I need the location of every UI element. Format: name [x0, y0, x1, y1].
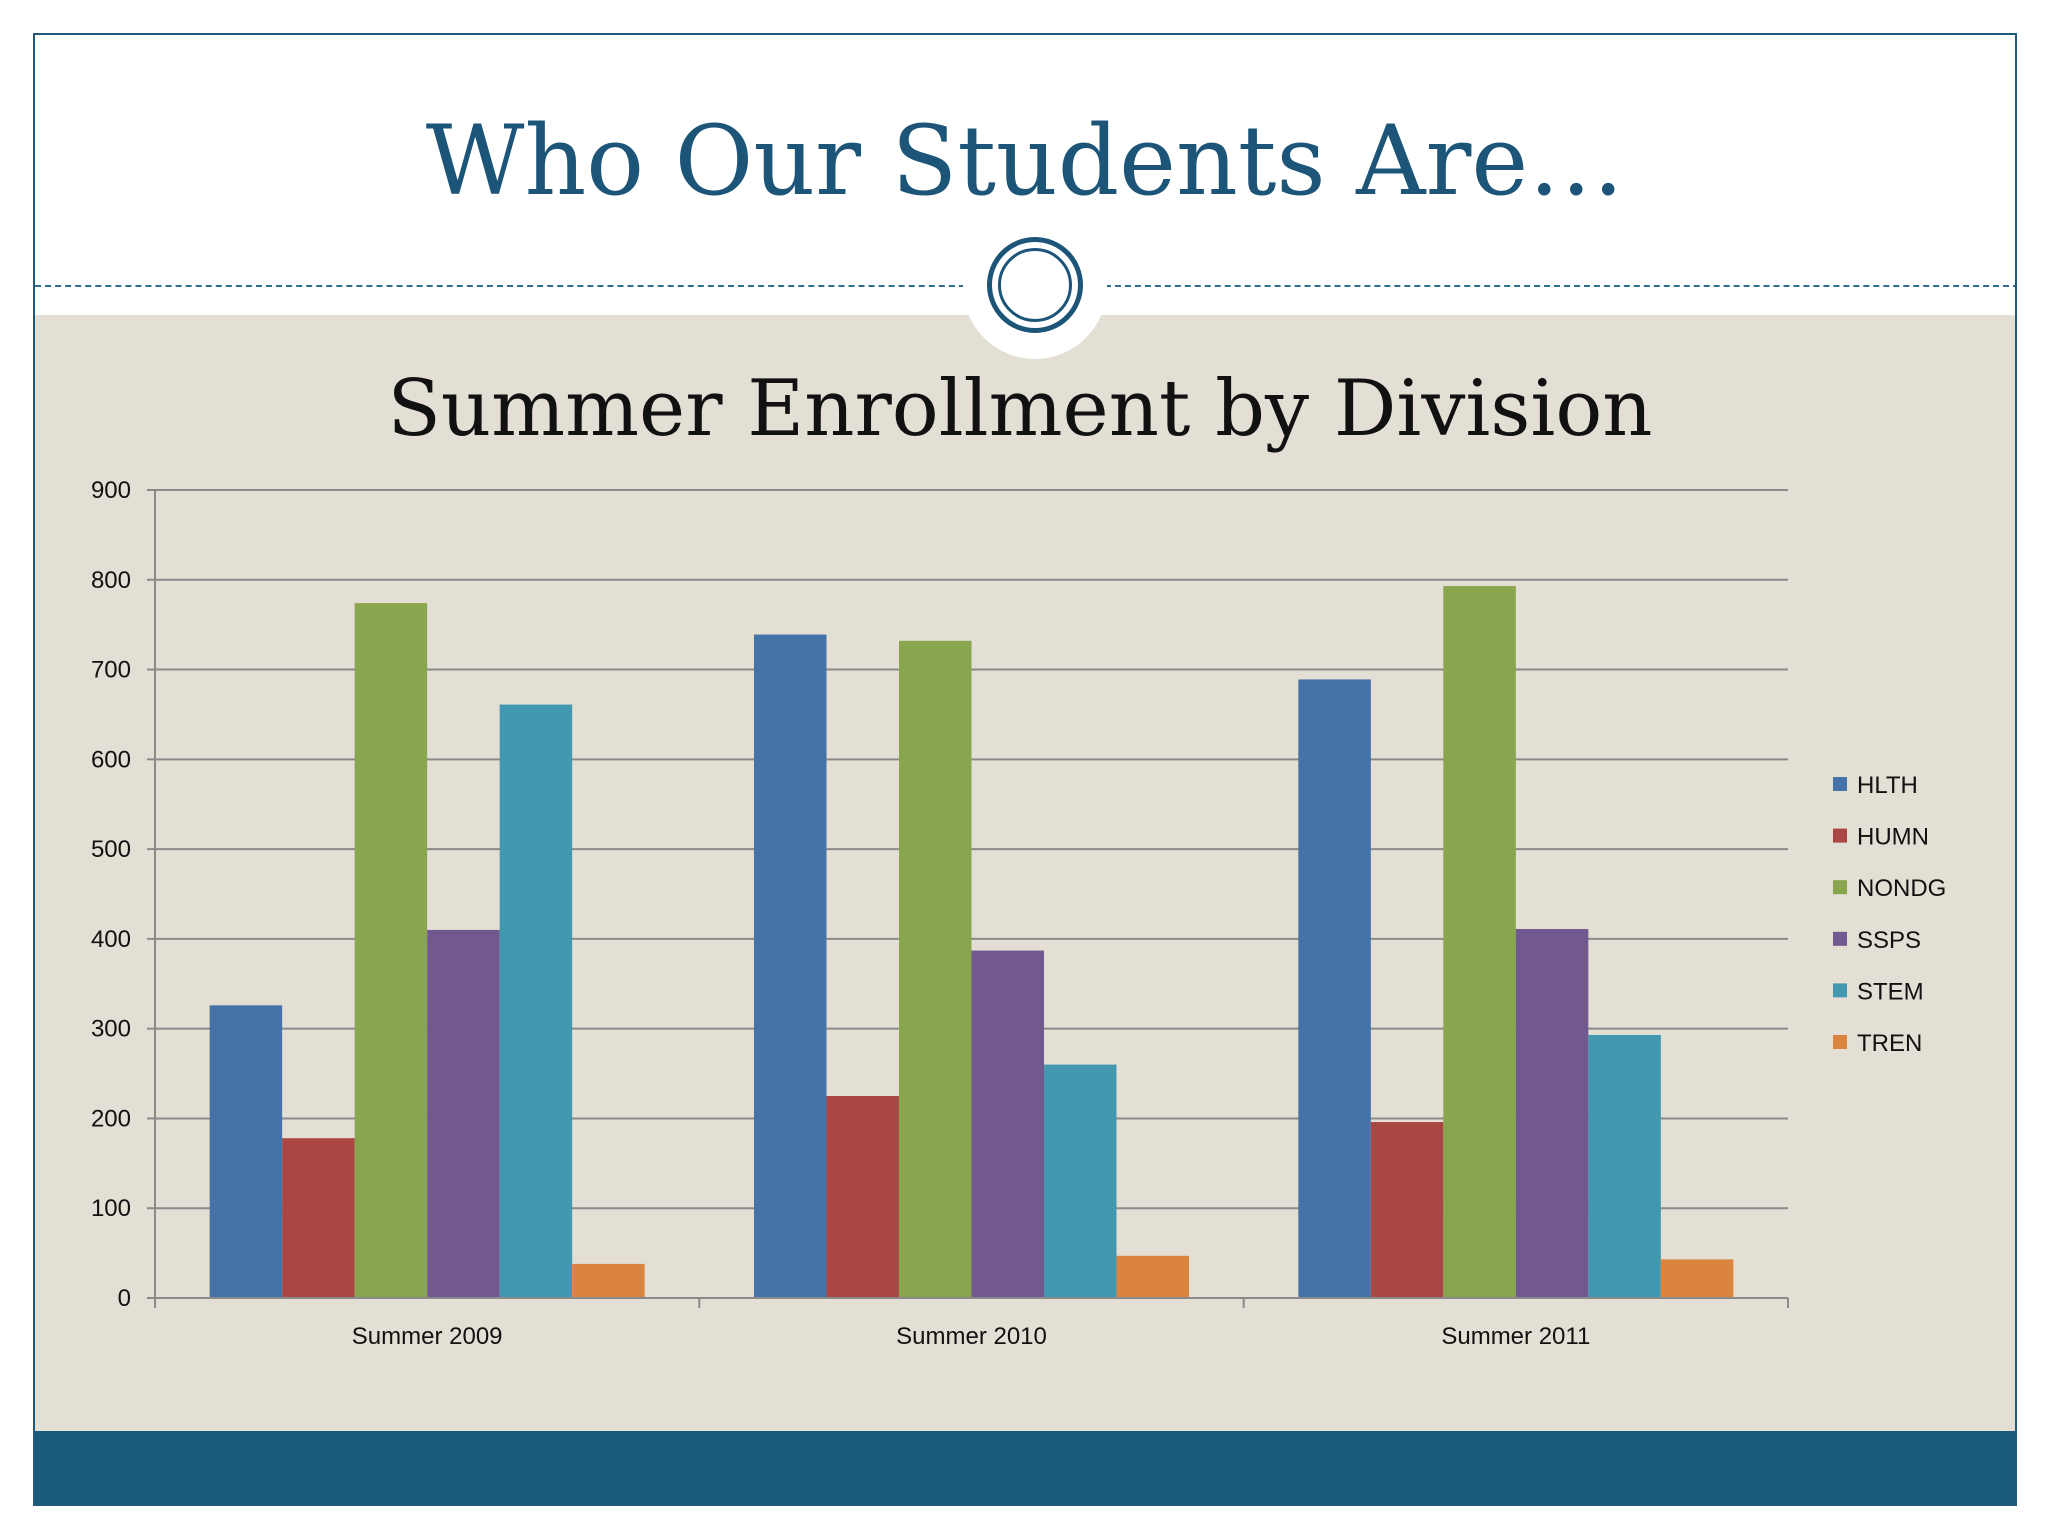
legend-swatch-stem — [1833, 983, 1847, 998]
bar-hlth-1 — [209, 1005, 283, 1298]
legend-swatch-nondg — [1833, 880, 1847, 895]
legend-swatch-ssps — [1833, 931, 1847, 946]
bar-tren-2 — [1116, 1255, 1189, 1298]
y-tick-label: 400 — [91, 926, 131, 953]
bar-humn-2 — [826, 1096, 899, 1298]
bar-stem-1 — [499, 704, 573, 1298]
legend-swatch-humn — [1833, 828, 1847, 843]
bar-humn-3 — [1370, 1122, 1444, 1298]
slide-title: Who Our Students Are… — [425, 105, 1625, 217]
bar-nondg-3 — [1443, 586, 1516, 1298]
y-tick-label: 300 — [91, 1016, 131, 1043]
circle-ring-inner — [998, 248, 1072, 322]
y-tick-label: 700 — [91, 657, 131, 684]
legend: HLTH HUMN NONDG SSPS STEM TREN — [1833, 772, 1946, 1057]
legend-label-hlth: HLTH — [1857, 772, 1918, 799]
legend-label-stem: STEM — [1857, 978, 1924, 1005]
x-category-label: Summer 2011 — [1441, 1323, 1590, 1350]
bar-stem-2 — [1044, 1064, 1117, 1298]
x-category-label: Summer 2010 — [896, 1323, 1047, 1350]
y-tick-label: 0 — [118, 1285, 131, 1312]
y-tick-label: 600 — [91, 746, 131, 773]
bar-tren-3 — [1660, 1259, 1734, 1298]
legend-swatch-hlth — [1833, 777, 1847, 791]
title-divider-right — [1095, 285, 2015, 287]
legend-label-tren: TREN — [1857, 1030, 1922, 1057]
bar-humn-1 — [282, 1138, 355, 1298]
legend-swatch-tren — [1833, 1035, 1847, 1049]
bar-ssps-2 — [971, 950, 1044, 1298]
y-tick-label: 500 — [91, 836, 131, 863]
bar-stem-3 — [1588, 1034, 1661, 1298]
circle-ring — [987, 237, 1083, 333]
bar-tren-1 — [572, 1263, 645, 1298]
y-tick-label: 800 — [91, 567, 131, 594]
legend-label-humn: HUMN — [1857, 824, 1929, 851]
bars — [209, 586, 1734, 1298]
bar-nondg-1 — [354, 603, 428, 1298]
y-tick-label: 100 — [91, 1195, 131, 1222]
bar-ssps-3 — [1515, 929, 1589, 1298]
title-divider-left — [35, 285, 975, 287]
bar-ssps-1 — [427, 929, 500, 1298]
bar-hlth-3 — [1298, 679, 1371, 1298]
y-tick-label: 200 — [91, 1105, 131, 1132]
circle-ornament-icon — [963, 215, 1107, 359]
legend-label-ssps: SSPS — [1857, 927, 1921, 954]
x-category-label: Summer 2009 — [352, 1323, 503, 1350]
bar-nondg-2 — [899, 640, 972, 1298]
footer-bar — [35, 1431, 2015, 1504]
axes: 0 100 200 300 400 500 600 700 800 900 Summer 2009 S… — [91, 477, 1789, 1350]
chart-title: Summer Enrollment by Division — [387, 364, 1652, 454]
y-tick-label: 900 — [91, 477, 131, 504]
legend-label-nondg: NONDG — [1857, 875, 1946, 902]
bar-hlth-2 — [754, 634, 827, 1298]
